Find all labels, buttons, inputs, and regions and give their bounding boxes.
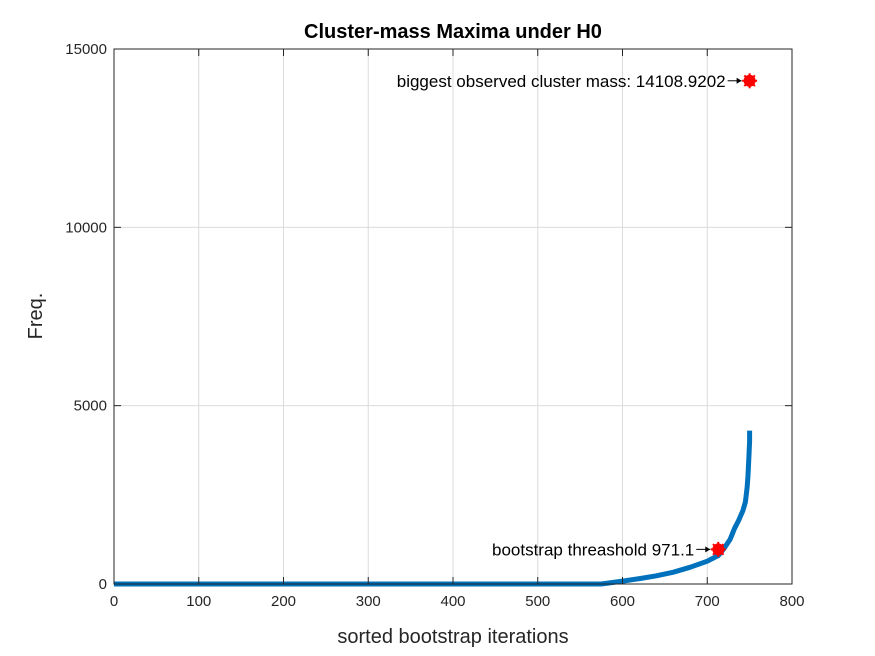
- y-tick-label: 0: [99, 576, 107, 593]
- annotation-label: biggest observed cluster mass: 14108.920…: [397, 72, 726, 91]
- annotation: biggest observed cluster mass: 14108.920…: [397, 72, 742, 91]
- data-markers: [710, 73, 758, 557]
- x-tick-label: 200: [271, 593, 296, 610]
- x-axis-label: sorted bootstrap iterations: [337, 626, 568, 648]
- annotation: bootstrap threashold 971.1: [492, 540, 711, 559]
- annotation-label: bootstrap threashold 971.1: [492, 540, 694, 559]
- annotations: bootstrap threashold 971.1 biggest observ…: [397, 72, 742, 559]
- x-tick-label: 400: [440, 593, 465, 610]
- data-point-marker: [742, 73, 758, 89]
- annotation-arrowhead: [705, 546, 711, 553]
- y-tick-label: 15000: [65, 41, 107, 58]
- x-tick-label: 100: [186, 593, 211, 610]
- x-tick-label: 700: [695, 593, 720, 610]
- axis-ticks: 0 100 200 300 400 500 600 700 800 0 5000 10000 15000: [65, 41, 804, 610]
- data-point-marker: [710, 541, 726, 557]
- chart-title: Cluster-mass Maxima under H0: [304, 21, 602, 43]
- y-tick-label: 5000: [74, 398, 107, 415]
- x-tick-label: 600: [610, 593, 635, 610]
- x-tick-label: 0: [110, 593, 118, 610]
- y-tick-label: 10000: [65, 219, 107, 236]
- x-tick-label: 500: [525, 593, 550, 610]
- x-tick-label: 300: [356, 593, 381, 610]
- x-tick-label: 800: [779, 593, 804, 610]
- y-axis-label: Freq.: [25, 293, 47, 340]
- annotation-arrowhead: [736, 77, 742, 84]
